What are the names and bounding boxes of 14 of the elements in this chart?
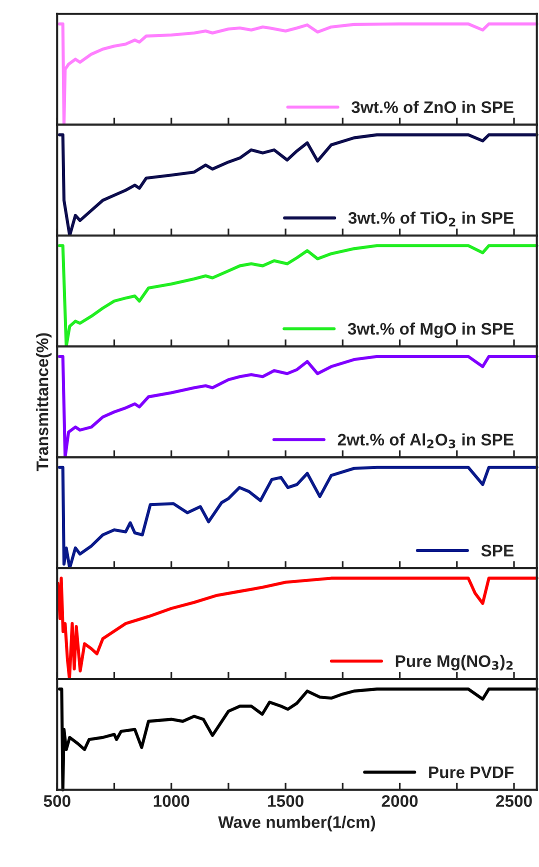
x-tick-label: 2000	[382, 795, 418, 807]
y-axis-title: Transmittance(%)	[36, 333, 52, 472]
legend-label: 2wt.% of Al$_{2}$O$_{3}$ in SPE	[338, 433, 514, 448]
legend-label: 3wt.% of TiO$_{2}$ in SPE	[348, 212, 514, 226]
x-axis-title: Wave number(1/cm)	[218, 816, 376, 832]
legend-label: 3wt.% of MgO in SPE	[348, 322, 514, 338]
x-tick-label: 1500	[268, 795, 304, 807]
x-tick-label: 2500	[496, 795, 532, 807]
legend-label: Pure Mg(NO$_{3}$)$_{2}$	[396, 654, 513, 670]
legend-label: 3wt.% of ZnO in SPE	[352, 100, 514, 114]
legend-label: Pure PVDF	[429, 766, 514, 778]
x-tick-label: 500	[44, 795, 70, 807]
x-tick-label: 1000	[154, 795, 190, 807]
legend-label: SPE	[481, 544, 514, 557]
